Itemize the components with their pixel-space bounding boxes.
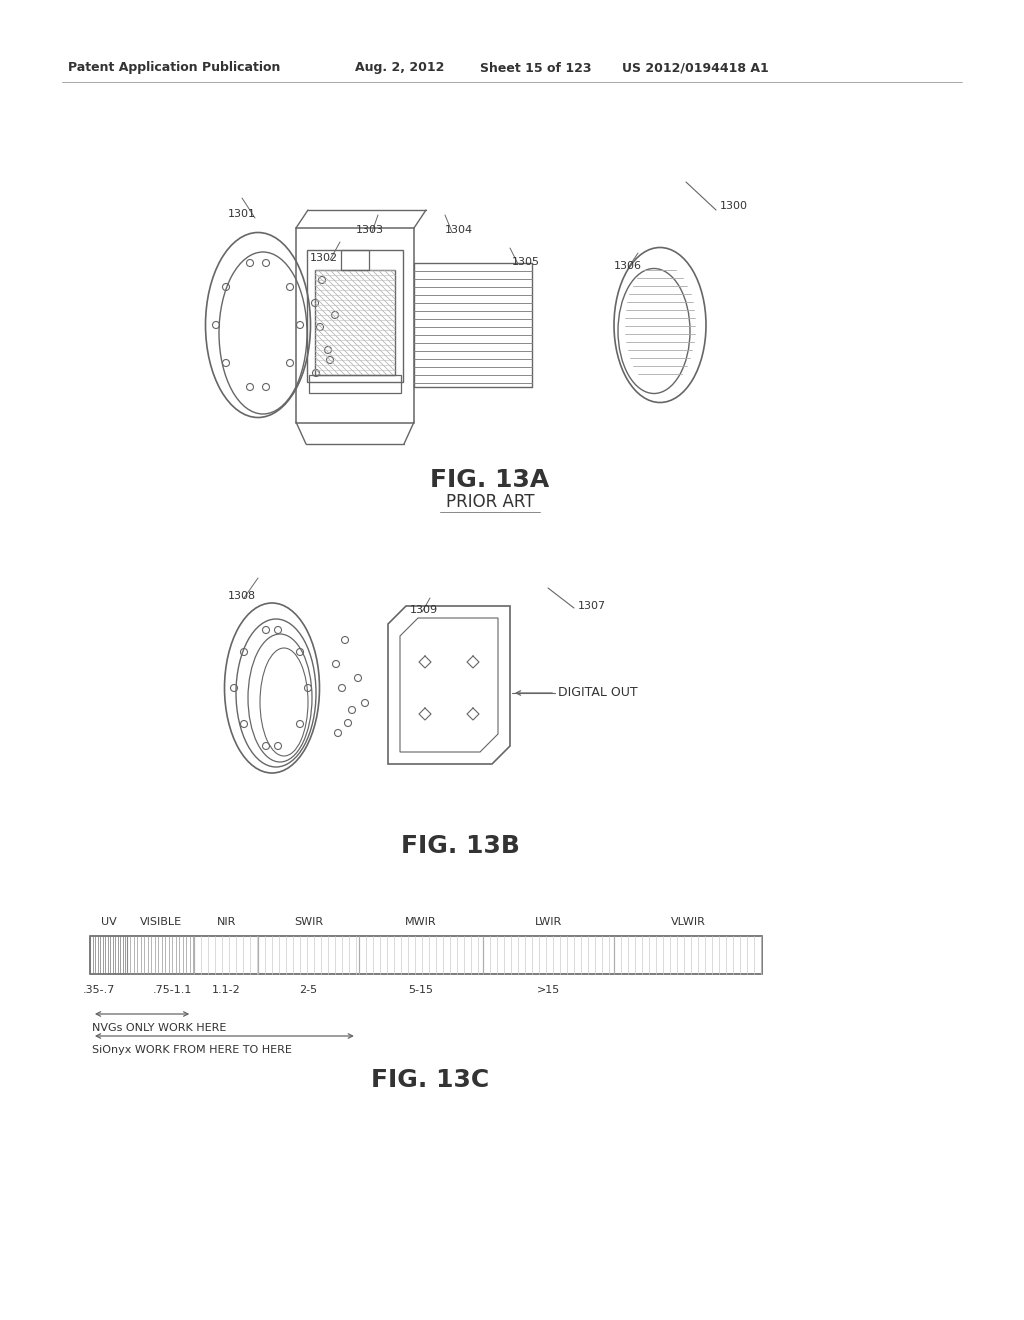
Text: SiOnyx WORK FROM HERE TO HERE: SiOnyx WORK FROM HERE TO HERE (92, 1045, 292, 1055)
Text: DIGITAL OUT: DIGITAL OUT (558, 686, 638, 700)
Text: 1303: 1303 (356, 224, 384, 235)
Text: PRIOR ART: PRIOR ART (445, 492, 535, 511)
Text: FIG. 13B: FIG. 13B (400, 834, 519, 858)
Text: VLWIR: VLWIR (671, 917, 706, 927)
Text: 1.1-2: 1.1-2 (212, 985, 241, 995)
Bar (90, 936, 762, 974)
Text: MWIR: MWIR (406, 917, 437, 927)
Text: FIG. 13A: FIG. 13A (430, 469, 550, 492)
Text: .35-.7: .35-.7 (82, 985, 115, 995)
Text: 1302: 1302 (310, 253, 338, 263)
Text: 5-15: 5-15 (409, 985, 433, 995)
Text: 1300: 1300 (720, 201, 748, 211)
Text: Patent Application Publication: Patent Application Publication (68, 62, 281, 74)
Bar (296, 228, 414, 422)
Text: US 2012/0194418 A1: US 2012/0194418 A1 (622, 62, 769, 74)
Text: Sheet 15 of 123: Sheet 15 of 123 (480, 62, 592, 74)
Text: 1307: 1307 (578, 601, 606, 611)
Text: UV: UV (100, 917, 117, 927)
Bar (307, 249, 403, 381)
Text: 2-5: 2-5 (299, 985, 317, 995)
Text: SWIR: SWIR (294, 917, 323, 927)
Bar (309, 375, 401, 393)
Text: VISIBLE: VISIBLE (139, 917, 181, 927)
Bar (341, 249, 369, 271)
Text: Aug. 2, 2012: Aug. 2, 2012 (355, 62, 444, 74)
Text: 1305: 1305 (512, 257, 540, 267)
Bar (315, 271, 395, 375)
Text: 1308: 1308 (228, 591, 256, 601)
Text: 1301: 1301 (228, 209, 256, 219)
Text: 1306: 1306 (614, 261, 642, 271)
Text: NIR: NIR (216, 917, 236, 927)
Text: FIG. 13C: FIG. 13C (371, 1068, 489, 1092)
Text: LWIR: LWIR (535, 917, 562, 927)
Text: .75-1.1: .75-1.1 (153, 985, 193, 995)
Text: 1304: 1304 (445, 224, 473, 235)
Text: 1309: 1309 (410, 605, 438, 615)
Text: NVGs ONLY WORK HERE: NVGs ONLY WORK HERE (92, 1023, 226, 1034)
Text: >15: >15 (537, 985, 560, 995)
